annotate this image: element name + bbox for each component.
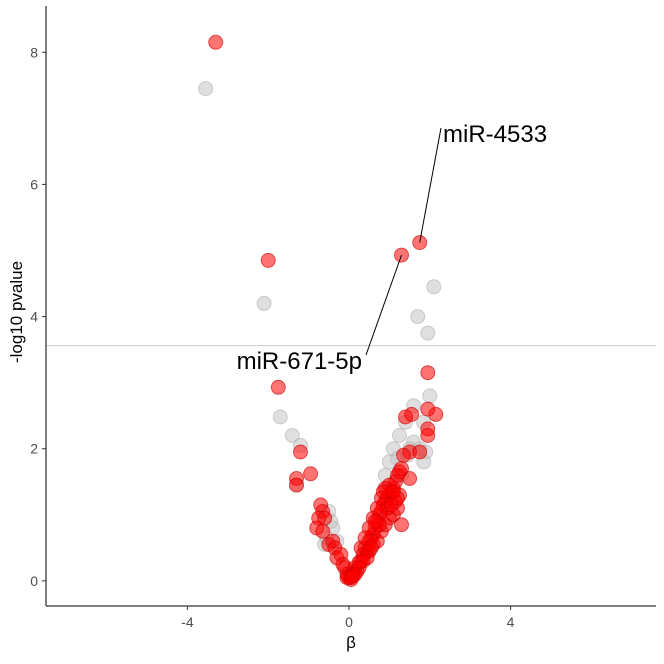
y-tick-label: 4 (30, 309, 38, 325)
significant-point-60 (394, 461, 409, 477)
y-axis-title: -log10 pvalue (7, 261, 26, 363)
x-tick-label: 0 (345, 614, 353, 630)
annotation-label-mir-4533: miR-4533 (443, 121, 547, 148)
significant-point-2 (394, 247, 409, 263)
significant-point-74 (394, 517, 409, 533)
axes-layer (45, 6, 656, 607)
significant-point-3 (412, 235, 428, 251)
nonsignificant-point-2 (426, 279, 442, 295)
annotation-label-mir-671-5p: miR-671-5p (237, 348, 362, 375)
significant-point-15 (303, 466, 319, 482)
ticks-layer: -4 0 4 0 2 4 6 8 (30, 44, 514, 630)
nonsignificant-point-9 (422, 388, 438, 404)
points-layer (198, 34, 444, 588)
y-tick-label: 8 (30, 44, 38, 60)
significant-point-5 (420, 365, 436, 381)
y-tick-label: 0 (30, 573, 38, 589)
significant-point-11 (420, 428, 436, 443)
significant-point-25 (315, 523, 331, 539)
nonsignificant-point-19 (392, 428, 407, 443)
significant-point-19 (396, 447, 411, 463)
nonsignificant-point-1 (256, 295, 272, 311)
nonsignificant-point-5 (272, 409, 288, 425)
significant-point-1 (260, 252, 276, 268)
nonsignificant-point-6 (284, 428, 300, 443)
annotation-layer: miR-4533 miR-671-5p (237, 121, 547, 375)
annotation-leader-line-mir-4533 (419, 127, 442, 243)
annotation-leader-line-mir-671-5p (365, 254, 402, 356)
significant-point-4 (270, 379, 286, 395)
y-tick-label: 6 (30, 176, 38, 192)
nonsignificant-point-4 (420, 325, 436, 341)
significant-point-93 (385, 484, 401, 500)
nonsignificant-point-3 (410, 309, 426, 325)
significant-point-0 (208, 34, 224, 50)
significant-point-91 (345, 568, 361, 584)
x-tick-label: 4 (507, 614, 515, 630)
x-tick-label: -4 (181, 614, 194, 630)
significant-point-14 (289, 477, 304, 493)
significant-point-17 (412, 444, 428, 460)
significant-point-12 (293, 444, 308, 460)
nonsignificant-point-0 (198, 81, 214, 97)
x-axis-title: β (346, 633, 356, 652)
significant-point-7 (420, 401, 436, 417)
y-tick-label: 2 (30, 441, 38, 457)
significant-point-94 (367, 513, 383, 529)
significant-point-9 (398, 409, 413, 425)
